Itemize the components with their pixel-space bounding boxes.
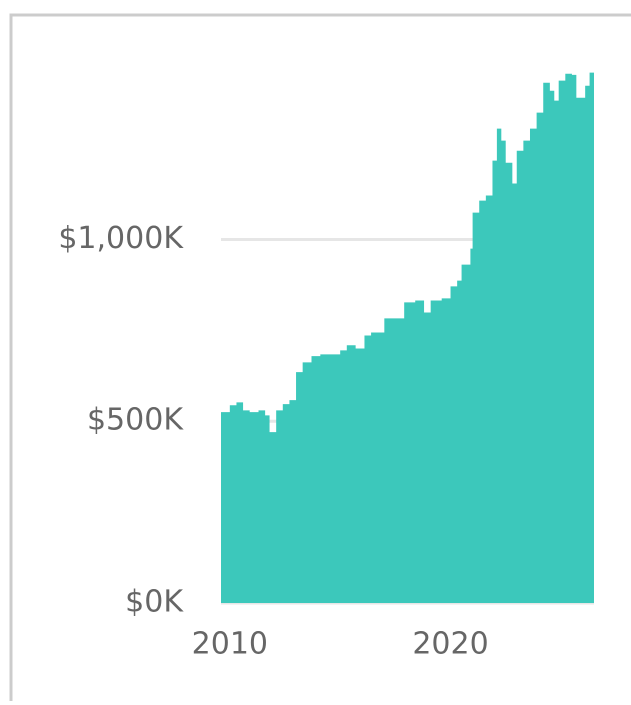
labels: $0K $500K $1,000K 2010 2020 (58, 221, 488, 662)
x-tick-label: 2020 (412, 627, 488, 662)
y-tick-label: $1,000K (58, 221, 184, 256)
plot (221, 72, 594, 603)
area (221, 72, 594, 603)
y-tick-label: $500K (87, 403, 184, 438)
card-border (9, 13, 631, 701)
y-tick-label: $0K (125, 585, 184, 620)
x-tick-label: 2010 (192, 627, 268, 662)
